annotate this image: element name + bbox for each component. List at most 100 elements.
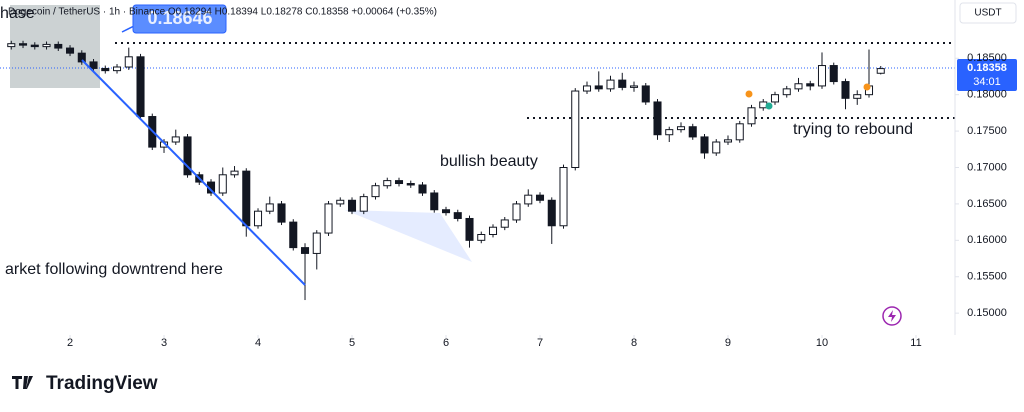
y-tick-label: 0.15000 [967,307,1007,319]
high-label-box [132,4,227,34]
brand: TradingView [46,373,158,394]
candle-body [735,123,744,141]
candle-body [453,212,462,219]
x-tick-label: 7 [537,337,543,349]
y-tick-label: 0.16500 [967,198,1007,210]
candle-body [841,81,850,99]
candle-body [418,184,427,194]
candle-body [582,85,592,92]
price-box [957,59,1017,91]
candles [7,40,885,301]
candle-body [336,199,345,205]
candle-body [688,126,697,138]
x-tick-label: 3 [161,337,167,349]
candle-body [19,43,28,46]
trendline [81,59,306,286]
candle-body [66,47,75,54]
y-tick-label: 0.16000 [967,234,1007,246]
candle-body [465,217,474,241]
candle-body [136,56,145,118]
marker-dot [863,83,871,91]
header: Dogecoin / TetherUS · 1h · Binance O0.18… [8,7,437,18]
candle-body [42,43,51,48]
candle-body [77,52,86,63]
candle-body [629,85,639,88]
candle-body [618,79,627,88]
candle-body [512,203,521,221]
candle-body [359,196,368,212]
alert-icon[interactable] [882,306,902,326]
candle-body [770,94,780,103]
candle-body [183,136,192,176]
currency-box[interactable] [959,2,1017,24]
countdown: 34:01 [973,76,1001,88]
candle-body [171,136,180,143]
x-tick-label: 5 [349,337,355,349]
candle-body [806,83,815,87]
marker-dot [765,102,773,110]
currency: USDT [974,8,1001,19]
candle-body [242,170,251,227]
shaded-triangle [345,210,472,262]
candle-body [265,203,274,212]
candle-body [794,83,803,90]
candle-body [547,199,556,227]
x-tick-label: 10 [816,337,828,349]
candle-body [371,185,380,198]
x-tick-label: 4 [255,337,261,349]
x-tick-label: 11 [910,337,921,349]
candle-body [488,226,498,236]
candle-body [524,194,533,205]
high-label: 0.18646 [147,8,212,28]
candle-body [230,170,239,176]
current-price: 0.18358 [967,62,1007,74]
candle-body [89,61,98,69]
alert-bolt [888,310,896,322]
candle-body [113,66,122,72]
candle-body [218,174,227,194]
x-tick-label: 8 [631,337,637,349]
candle-body [559,167,568,227]
candle-body [124,56,133,68]
candle-body [312,232,321,254]
candle-body [500,219,509,228]
candle-body [300,247,310,254]
y-tick-label: 0.18000 [967,89,1007,101]
candle-body [653,101,662,136]
candle-body [277,203,286,223]
x-tick-label: 6 [443,337,449,349]
candle-body [441,209,451,214]
candle-body [641,85,650,103]
box-label: hase [0,5,35,22]
x-tick-label: 9 [725,337,731,349]
y-tick-label: 0.17000 [967,161,1007,173]
candle-body [383,180,392,187]
candle-body [853,94,862,99]
candle-body [324,203,333,234]
candle-body [665,129,674,136]
y-tick-label: 0.18500 [967,52,1007,64]
marker-dot [745,90,753,98]
candle-body [535,194,545,201]
candle-body [289,221,298,249]
candle-body [406,183,415,186]
rebound-label: trying to rebound [793,121,913,138]
candle-body [477,234,486,241]
candle-body [30,44,39,48]
candle-body [430,192,439,211]
downtrend-label: arket following downtrend here [5,261,223,278]
candle-body [747,107,756,125]
x-tick-label: 2 [67,337,73,349]
y-tick-label: 0.15500 [967,271,1007,283]
candle-body [394,180,404,185]
candle-body [101,67,110,72]
y-tick-label: 0.17500 [967,125,1007,137]
candle-body [347,199,357,212]
candle-body [7,43,16,48]
candle-body [723,139,733,143]
candle-body [712,141,721,154]
candle-body [594,85,603,90]
candle-body [253,210,263,227]
